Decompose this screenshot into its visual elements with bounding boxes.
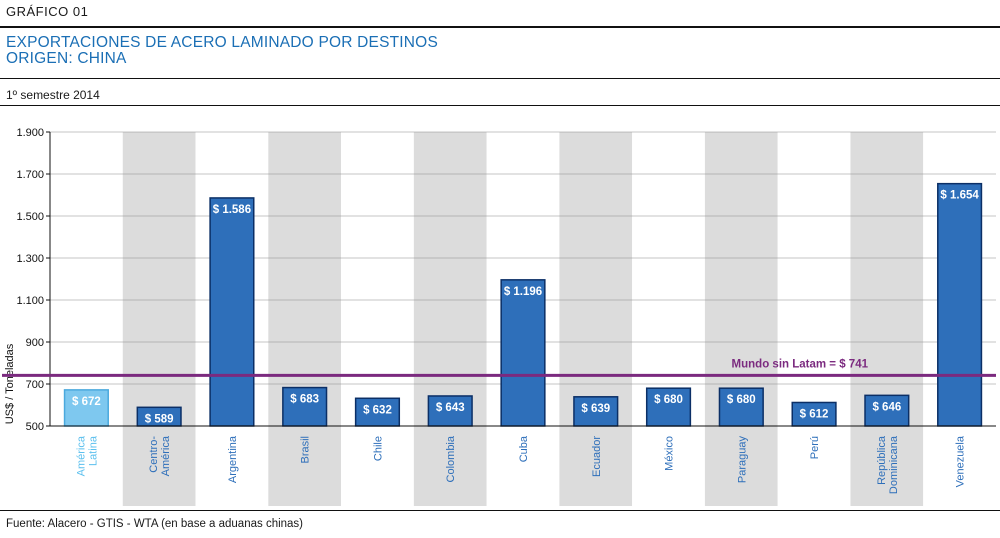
x-category-label: Brasil: [300, 436, 312, 464]
category-band: [632, 132, 705, 506]
bar-value-label: $ 589: [145, 413, 174, 425]
x-category-label: México: [664, 436, 676, 471]
source-note: Fuente: Alacero - GTIS - WTA (en base a …: [6, 518, 304, 530]
category-band: [341, 132, 414, 506]
y-tick-label: 1.700: [16, 169, 44, 181]
x-category-label: Paraguay: [736, 436, 748, 484]
category-band: [268, 132, 342, 506]
category-band: [413, 132, 487, 506]
chart-number-label: GRÁFICO 01: [6, 4, 89, 19]
x-category-label: AméricaLatina: [75, 435, 99, 476]
footer-divider: [0, 510, 1000, 511]
bar-value-label: $ 632: [363, 404, 392, 416]
bar: [282, 386, 328, 427]
period-label: 1º semestre 2014: [6, 88, 100, 102]
x-category-label: Perú: [809, 436, 821, 459]
category-band: [777, 132, 851, 506]
bar: [645, 387, 692, 427]
bar-chart: 500 700 900 1.100 1.300 1.500 1.700 1.900 US$ / …: [2, 127, 996, 506]
y-tick-label: 1.100: [16, 295, 44, 307]
category-band: [122, 132, 196, 506]
bar: [500, 279, 546, 427]
chart-title-line-2: ORIGEN: CHINA: [6, 50, 127, 67]
bar-value-label: $ 643: [436, 402, 465, 414]
x-category-label: Cuba: [518, 435, 530, 462]
x-category-label: Chile: [372, 436, 384, 461]
x-category-label: Argentina: [227, 435, 239, 483]
y-tick-label: 500: [26, 421, 44, 433]
category-band: [704, 132, 778, 506]
category-band: [50, 132, 123, 506]
y-tick-label: 1.500: [16, 211, 44, 223]
bar-value-label: $ 672: [72, 396, 101, 408]
bar-value-label: $ 680: [727, 394, 756, 406]
bar: [209, 197, 255, 427]
y-axis-label: US$ / Toneladas: [4, 343, 16, 424]
bar-value-label: $ 683: [290, 394, 319, 406]
header-divider: [0, 26, 1000, 28]
bar: [573, 396, 619, 427]
x-category-label: Centro-América: [148, 435, 172, 476]
y-tick-label: 900: [26, 337, 44, 349]
x-category-label: RepúblicaDominicana: [876, 435, 900, 494]
category-band: [559, 132, 633, 506]
bar-value-label: $ 646: [872, 401, 901, 413]
bar-value-label: $ 1.196: [504, 286, 542, 298]
bar: [718, 387, 764, 427]
x-category-label: Venezuela: [955, 435, 967, 487]
period-divider: [0, 105, 1000, 106]
bar-value-label: $ 680: [654, 394, 683, 406]
bar-value-label: $ 1.654: [940, 190, 979, 202]
title-divider: [0, 78, 1000, 79]
y-tick-label: 700: [26, 379, 44, 391]
chart-title: EXPORTACIONES DE ACERO LAMINADO POR DEST…: [6, 35, 438, 67]
x-category-label: Colombia: [445, 435, 457, 482]
category-band: [850, 132, 924, 506]
bar-value-label: $ 639: [581, 403, 610, 415]
y-tick-label: 1.300: [16, 253, 44, 265]
bar-value-label: $ 612: [800, 408, 829, 420]
bar: [354, 397, 401, 427]
y-tick-label: 1.900: [16, 127, 44, 139]
chart-title-line-1: EXPORTACIONES DE ACERO LAMINADO POR DEST…: [6, 34, 438, 51]
bar: [864, 394, 910, 427]
bar: [937, 182, 983, 427]
bar-value-label: $ 1.586: [213, 204, 251, 216]
x-category-label: Ecuador: [591, 436, 603, 477]
bar: [427, 395, 473, 427]
reference-line-label: Mundo sin Latam = $ 741: [732, 358, 869, 370]
